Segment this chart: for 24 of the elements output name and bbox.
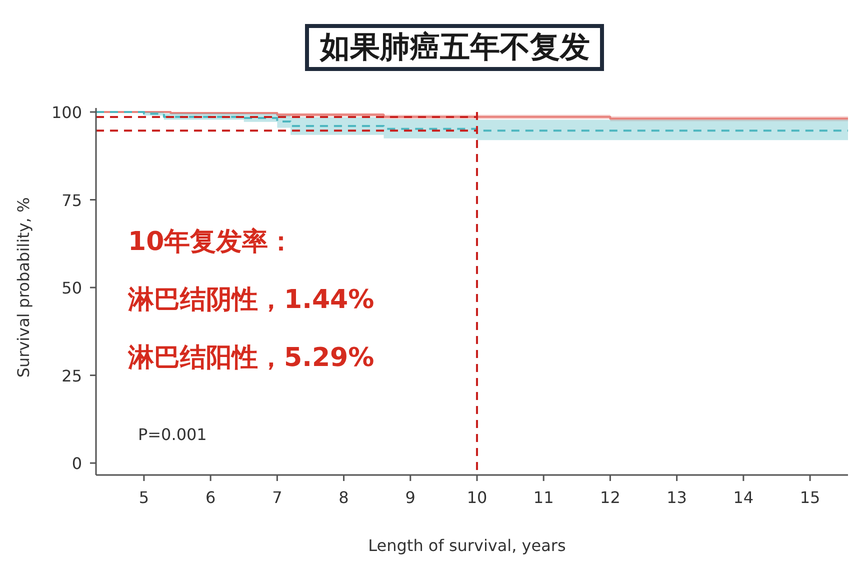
x-tick-label: 6 — [205, 488, 216, 507]
y-tick-label: 25 — [62, 366, 82, 386]
annotation: P=0.001 — [138, 425, 207, 444]
annotation: 淋巴结阴性，1.44% — [127, 285, 374, 315]
x-tick-label: 5 — [138, 488, 150, 507]
x-tick-label: 15 — [800, 488, 820, 507]
x-tick-label: 9 — [405, 488, 416, 507]
x-tick-label: 11 — [533, 488, 554, 507]
y-tick-label: 100 — [51, 103, 82, 122]
y-tick-label: 0 — [72, 454, 82, 474]
title: 如果肺癌五年不复发 — [305, 24, 604, 71]
chart-title: 如果肺癌五年不复发 — [319, 30, 590, 65]
x-tick-label: 10 — [466, 488, 488, 507]
x-tick-label: 14 — [733, 488, 754, 507]
x-tick-label: 13 — [666, 488, 687, 507]
y-axis-title: Survival probability, % — [14, 197, 33, 378]
x-axis-title: Length of survival, years — [368, 536, 566, 555]
annotation: 淋巴结阳性，5.29% — [127, 343, 374, 373]
y-tick-label: 50 — [62, 278, 82, 298]
y-tick-label: 75 — [62, 190, 82, 210]
x-tick-label: 8 — [338, 488, 349, 507]
x-tick-label: 7 — [272, 488, 282, 507]
annotation: 10年复发率： — [128, 227, 294, 257]
x-tick-label: 12 — [600, 488, 620, 507]
